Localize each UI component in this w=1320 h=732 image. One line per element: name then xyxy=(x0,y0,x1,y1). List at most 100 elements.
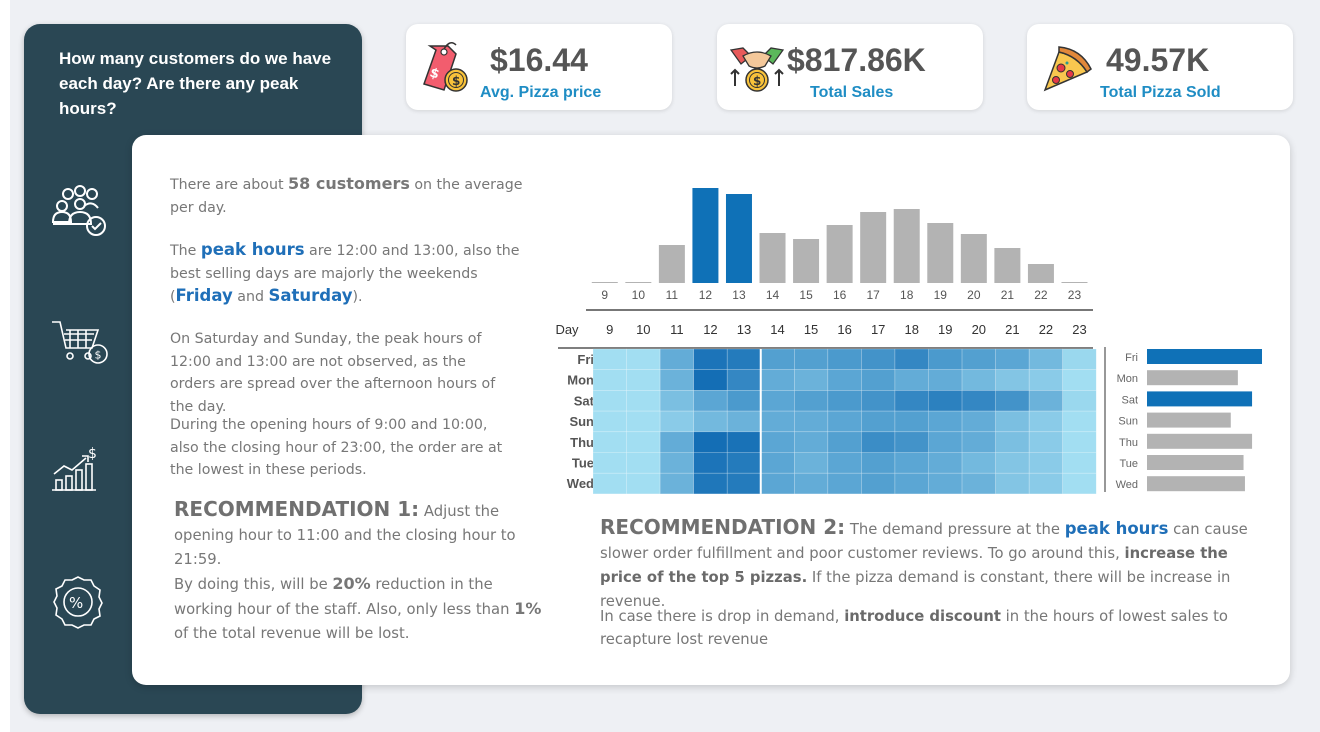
heatmap-cell xyxy=(626,472,661,495)
heatmap-col-label: 13 xyxy=(737,322,751,337)
heatmap-cell xyxy=(861,431,896,453)
heatmap-cell xyxy=(861,369,896,391)
heatmap-cell xyxy=(760,452,795,474)
heatmap-cell xyxy=(961,472,996,495)
heatmap-cell xyxy=(961,369,996,391)
heatmap-cell xyxy=(760,390,795,412)
heatmap-cell xyxy=(726,452,762,474)
kpi-label: Total Sales xyxy=(810,84,894,101)
bar-hour-10 xyxy=(625,282,652,283)
heatmap-cell xyxy=(626,410,661,433)
tick-label: 20 xyxy=(967,288,981,302)
heatmap-cell xyxy=(626,369,661,391)
heatmap-cell xyxy=(1062,410,1097,433)
kpi-card-avg-price: $ $ $16.44 Avg. Pizza price xyxy=(406,24,672,110)
growth-chart-icon[interactable]: $ xyxy=(48,444,112,508)
svg-text:$: $ xyxy=(95,349,102,362)
heatmap-cell xyxy=(961,431,996,453)
tick-label: Tue xyxy=(1119,458,1138,470)
heatmap-cell xyxy=(928,348,963,371)
tick-label: 13 xyxy=(732,288,746,302)
heatmap-cell xyxy=(827,431,862,453)
kpi-card-total-pizza: 49.57K Total Pizza Sold xyxy=(1027,24,1293,110)
kpi-value: $16.44 xyxy=(490,42,588,78)
bar-day-Tue xyxy=(1147,455,1244,470)
heatmap-row-header: Day xyxy=(555,322,579,337)
heatmap-cell xyxy=(659,431,694,453)
heatmap-cell xyxy=(693,431,728,453)
customers-icon[interactable] xyxy=(48,180,112,244)
heatmap-cell xyxy=(793,390,829,412)
svg-text:$: $ xyxy=(452,74,460,88)
heatmap-cell xyxy=(894,410,929,433)
peak-hours-paragraph: The peak hours are 12:00 and 13:00, also… xyxy=(170,240,520,305)
kpi-label: Avg. Pizza price xyxy=(480,84,602,101)
heatmap-cell xyxy=(1028,390,1064,412)
heatmap-cell xyxy=(827,348,862,371)
heatmap-cell xyxy=(1028,472,1064,495)
heatmap-cell xyxy=(793,472,829,495)
bar-hour-12 xyxy=(692,188,719,283)
heatmap-col-label: 11 xyxy=(670,322,684,337)
heatmap-cell xyxy=(928,390,963,412)
heatmap-cell xyxy=(793,369,829,391)
heatmap-cell xyxy=(827,452,862,474)
heatmap-row-label: Fri xyxy=(577,352,594,367)
svg-text:$: $ xyxy=(88,446,97,462)
heatmap-cell xyxy=(861,390,896,412)
bar-hour-23 xyxy=(1061,282,1088,283)
heatmap-cell xyxy=(693,452,728,474)
tick-label: 14 xyxy=(766,288,780,302)
heatmap-cell xyxy=(1028,431,1064,453)
heatmap-col-label: 21 xyxy=(1005,322,1019,337)
heatmap-cell xyxy=(726,390,762,412)
page-question: How many customers do we have each day? … xyxy=(59,49,332,118)
heatmap-cell xyxy=(726,431,762,453)
bar-day-Sun xyxy=(1147,412,1231,428)
tick-label: Wed xyxy=(1116,479,1138,491)
heatmap-col-label: 18 xyxy=(904,322,918,337)
bar-day-Thu xyxy=(1147,433,1253,449)
low-hours-paragraph: During the opening hours of 9:00 and 10:… xyxy=(170,417,503,478)
svg-text:$: $ xyxy=(428,65,441,82)
heatmap-cell xyxy=(793,431,829,453)
discount-badge-icon[interactable]: % xyxy=(48,570,112,634)
heatmap-cell xyxy=(760,431,795,453)
heatmap-cell xyxy=(961,410,996,433)
heatmap-cell xyxy=(760,348,795,371)
heatmap-cell xyxy=(1028,369,1064,391)
tick-label: Sun xyxy=(1118,416,1138,428)
heatmap-cell xyxy=(1062,390,1097,412)
heatmap-row-label: Sat xyxy=(574,393,595,408)
kpi-label: Total Pizza Sold xyxy=(1100,84,1221,101)
heatmap-cell xyxy=(693,348,728,371)
recommendation-2: RECOMMENDATION 2: The demand pressure at… xyxy=(600,515,1248,610)
svg-text:%: % xyxy=(69,594,83,612)
heatmap-cell xyxy=(961,452,996,474)
daily-orders-bar-chart: Fri Mon Sat Sun Thu Tue Wed xyxy=(1104,347,1262,492)
heatmap-cell xyxy=(995,472,1030,495)
heatmap-cell xyxy=(726,410,762,433)
heatmap-col-label: 16 xyxy=(837,322,851,337)
bar-hour-18 xyxy=(893,209,920,283)
heatmap-row-label: Mon xyxy=(567,373,594,388)
heatmap-cell xyxy=(1062,431,1097,453)
heatmap-col-label: 22 xyxy=(1039,322,1053,337)
heatmap-cell xyxy=(693,472,728,495)
heatmap-col-label: 14 xyxy=(770,322,784,337)
customers-paragraph: There are about 58 customers on the aver… xyxy=(170,174,523,216)
hourly-orders-bar-chart: 9 10 11 12 13 14 15 16 17 18 19 20 21 22 23 xyxy=(586,188,1093,311)
heatmap-cell xyxy=(760,369,795,391)
heatmap-cell xyxy=(726,348,762,371)
heatmap-cell xyxy=(592,452,627,474)
heatmap-cell xyxy=(995,348,1030,371)
heatmap-row-label: Thu xyxy=(570,435,594,450)
heatmap-cell xyxy=(1062,348,1097,371)
heatmap-cell xyxy=(861,472,896,495)
heatmap-cell xyxy=(626,452,661,474)
heatmap-cell xyxy=(592,348,627,371)
heatmap-cell xyxy=(894,369,929,391)
heatmap-col-label: 19 xyxy=(938,322,952,337)
heatmap-cell xyxy=(1028,410,1064,433)
shopping-cart-icon[interactable]: $ xyxy=(48,312,112,376)
